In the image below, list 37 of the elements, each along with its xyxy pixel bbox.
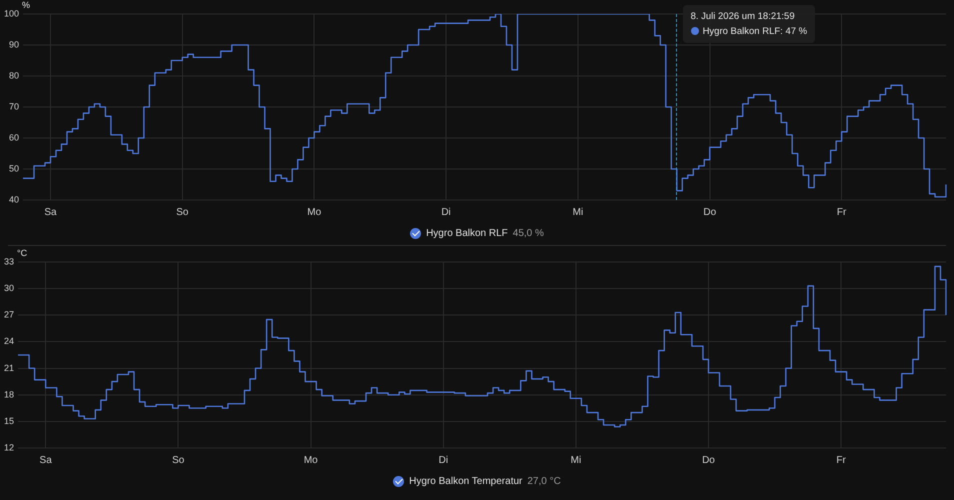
y-tick-label: 12 [4,442,14,452]
y-tick-label: 90 [9,39,20,50]
y-tick-label: 24 [4,336,14,346]
x-tick-label: Sa [44,206,58,218]
text: 45,0 % [512,228,544,238]
y-tick-label: 27 [4,310,14,320]
y-tick-label: 100 [4,8,20,18]
annotation: 8. Juli 2026 um 18:21:59 [690,11,795,22]
x-tick-label: So [176,206,189,218]
y-axis-title: °C [17,248,28,258]
y-tick-label: 50 [9,163,20,174]
y-axis-title: % [22,0,30,10]
x-tick-label: Do [702,454,716,466]
x-tick-label: Mo [307,206,322,218]
x-tick-label: Di [441,206,451,218]
y-tick-label: 60 [9,132,20,142]
annotation: Hygro Balkon RLF: 47 % [702,26,808,37]
x-tick-label: So [172,454,185,466]
x-tick-label: Do [703,206,717,218]
y-tick-label: 21 [4,362,14,373]
x-tick-label: Mi [572,206,584,218]
x-tick-label: Fr [836,454,846,466]
y-tick-label: 15 [4,416,14,426]
y-tick-label: 18 [4,389,14,400]
legend-label: Hygro Balkon Temperatur [409,476,522,486]
legend-label: Hygro Balkon RLF [426,228,508,238]
x-tick-label: Di [438,454,448,466]
x-tick-label: Fr [836,206,847,218]
y-tick-label: 33 [4,256,14,266]
y-tick-label: 70 [9,101,20,112]
x-tick-label: Mi [570,454,582,466]
x-tick-label: Sa [40,454,52,466]
y-tick-label: 30 [4,283,14,294]
y-tick-label: 80 [9,70,20,80]
x-tick-label: Mo [304,454,318,466]
y-tick-label: 40 [9,194,20,204]
text: 27,0 °C [527,476,561,486]
